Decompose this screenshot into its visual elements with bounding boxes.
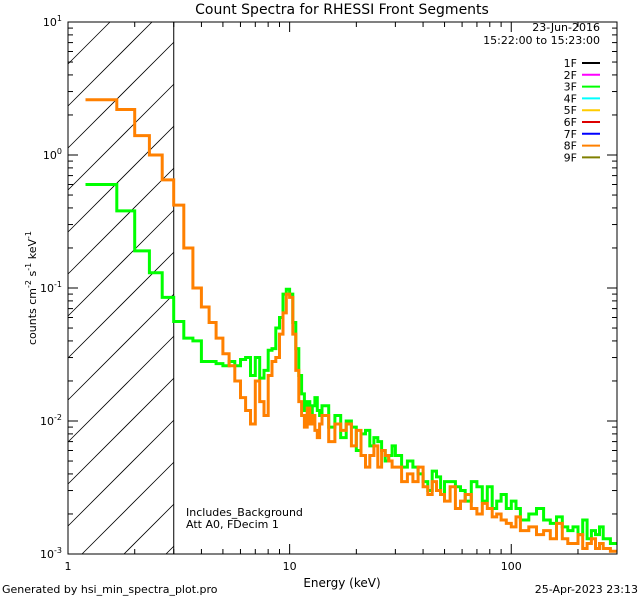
x-tick-label-2: 100 [501, 560, 522, 573]
hatch-line-1 [67, 21, 111, 65]
footer-generated-by: Generated by hsi_min_spectra_plot.pro [2, 583, 218, 596]
y-tick-label-0: 10-3 [40, 546, 62, 561]
hatch-line-14 [123, 503, 175, 555]
hatch-line-6 [67, 167, 175, 275]
hatch-line-15 [165, 545, 175, 555]
axis-ticks [67, 21, 618, 555]
y-tick-label-3: 100 [43, 147, 62, 162]
hatch-line-10 [67, 335, 175, 443]
x-axis-label: Energy (keV) [303, 576, 380, 590]
x-tick-labels: 1 10 100 [65, 560, 522, 573]
time-range-label: 15:22:00 to 15:23:00 [483, 34, 600, 47]
footer-timestamp: 25-Apr-2023 23:13 [534, 583, 638, 596]
legend-label-8F: 8F [564, 140, 577, 153]
series-8F-line [85, 98, 617, 553]
y-tick-label-2: 10-1 [40, 280, 62, 295]
legend-label-6F: 6F [564, 116, 577, 129]
annotation-background: Includes_Background [186, 506, 303, 519]
hatch-line-11 [67, 377, 175, 485]
series-group [85, 98, 617, 553]
y-tick-label-4: 101 [43, 14, 62, 29]
date-label: 23-Jun-2016 [532, 21, 600, 34]
hatch-line-13 [81, 461, 175, 555]
legend-label-9F: 9F [564, 151, 577, 164]
legend-label-1F: 1F [564, 57, 577, 70]
chart-title: Count Spectra for RHESSI Front Segments [195, 2, 489, 18]
legend-label-5F: 5F [564, 104, 577, 117]
legend-label-4F: 4F [564, 92, 577, 105]
legend-label-7F: 7F [564, 128, 577, 141]
hatch-line-8 [67, 251, 175, 359]
x-tick-label-1: 10 [283, 560, 297, 573]
hatch-line-12 [67, 419, 175, 527]
hatch-line-4 [67, 83, 175, 191]
x-tick-label-0: 1 [65, 560, 72, 573]
legend-label-3F: 3F [564, 81, 577, 94]
hatch-line-2 [67, 21, 153, 107]
y-tick-labels: 10-3 10-2 10-1 100 101 [40, 14, 62, 561]
hatch-line-3 [67, 41, 175, 149]
hatch-line-5 [67, 125, 175, 233]
y-axis-label: counts cm-2 s-1 keV-1 [24, 231, 39, 345]
y-tick-label-1: 10-2 [40, 413, 62, 428]
hatch-line-7 [67, 209, 175, 317]
below-cutoff-hatch [67, 21, 175, 555]
hatch-line-9 [67, 293, 175, 401]
annotation-attenuator: Att A0, FDecim 1 [186, 518, 279, 531]
legend-label-2F: 2F [564, 69, 577, 82]
